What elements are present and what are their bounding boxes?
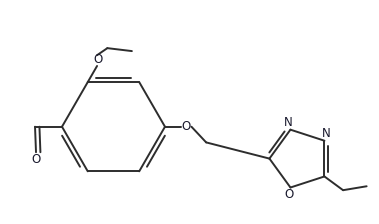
Text: O: O [32, 153, 41, 166]
Text: N: N [322, 127, 331, 140]
Text: O: O [182, 120, 191, 133]
Text: N: N [284, 116, 293, 129]
Text: O: O [93, 53, 102, 66]
Text: O: O [284, 188, 294, 201]
